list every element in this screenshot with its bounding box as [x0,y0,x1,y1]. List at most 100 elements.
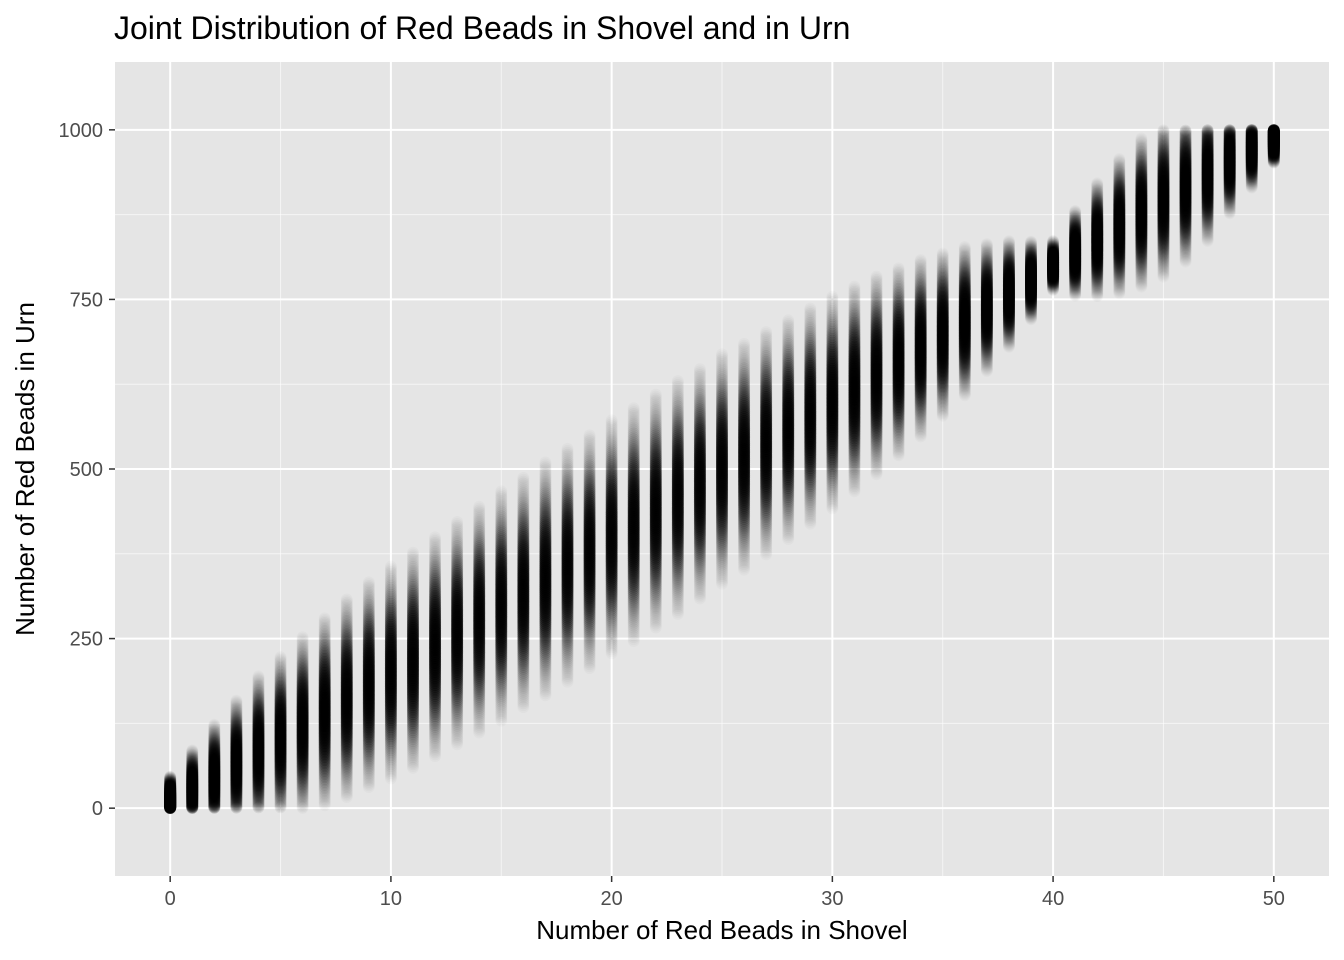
data-point [384,708,397,721]
data-point [340,756,353,769]
data-point [274,705,287,718]
data-point [318,757,331,770]
data-point [451,690,464,703]
data-point [164,779,177,792]
data-point [296,670,309,683]
data-point [451,675,464,688]
data-point [451,553,464,566]
data-point [473,647,486,660]
data-point [362,750,375,763]
data-point [1003,235,1015,247]
data-point [451,566,464,579]
data-point [473,694,486,707]
data-point [340,631,353,644]
data-point [406,570,419,583]
data-point [362,632,375,645]
data-point [340,721,353,734]
data-point [318,648,331,661]
data-point [650,389,662,401]
data-point [429,595,442,608]
data-point [362,719,375,732]
data-point [429,611,442,624]
data-point [274,755,287,768]
point-column [892,262,905,449]
data-point [362,748,375,761]
data-point [362,605,375,618]
data-point [296,791,309,804]
data-point [362,752,375,765]
data-point [252,793,265,806]
data-point [208,730,221,743]
data-point [473,553,486,566]
data-point [384,606,397,619]
data-point [208,756,221,769]
data-point [384,641,397,654]
data-point [362,619,375,632]
data-point [252,716,265,729]
data-point [451,701,464,714]
point-column [164,771,177,814]
data-point [406,620,419,633]
data-point [451,556,464,569]
data-point [429,617,442,630]
data-point [230,784,243,797]
data-point [429,531,441,543]
data-point [406,602,419,615]
data-point [451,695,464,708]
data-point [384,744,397,757]
data-point [230,778,243,791]
data-point [186,772,199,785]
data-point [252,702,265,715]
data-point [384,742,397,755]
data-point [362,625,375,638]
data-point [429,587,442,600]
data-point [318,626,331,639]
data-point [208,735,221,748]
data-point [384,737,397,750]
data-point [208,757,221,770]
data-point [451,573,464,586]
data-point [164,780,177,793]
data-point [385,561,397,573]
data-point [318,733,331,746]
data-point [406,724,419,737]
data-point [296,698,309,711]
data-point [318,735,331,748]
data-point [384,583,397,596]
data-point [208,798,221,811]
data-point [473,572,486,585]
data-point [893,262,905,274]
data-point [406,699,419,712]
data-point [186,758,199,771]
data-point [296,748,309,761]
data-point [340,736,353,749]
data-point [362,595,375,608]
data-point [296,660,309,673]
data-point [274,667,287,680]
data-point [362,707,375,720]
data-point [186,759,199,772]
data-point [384,756,397,769]
data-point [318,680,331,693]
data-point [473,530,486,543]
data-point [340,667,353,680]
data-point [230,728,243,741]
data-point [274,775,287,788]
data-point [406,596,419,609]
data-point [208,733,221,746]
data-point [429,708,442,721]
data-point [186,756,199,769]
data-point [429,613,442,626]
data-point [230,780,243,793]
data-point [274,687,287,700]
data-point [318,659,331,672]
data-point [384,719,397,732]
data-point [230,777,243,790]
data-point [252,771,265,784]
data-point [230,791,243,804]
data-point [340,634,353,647]
data-point [406,702,419,715]
data-point [406,623,419,636]
data-point [208,761,221,774]
data-point [362,607,375,620]
